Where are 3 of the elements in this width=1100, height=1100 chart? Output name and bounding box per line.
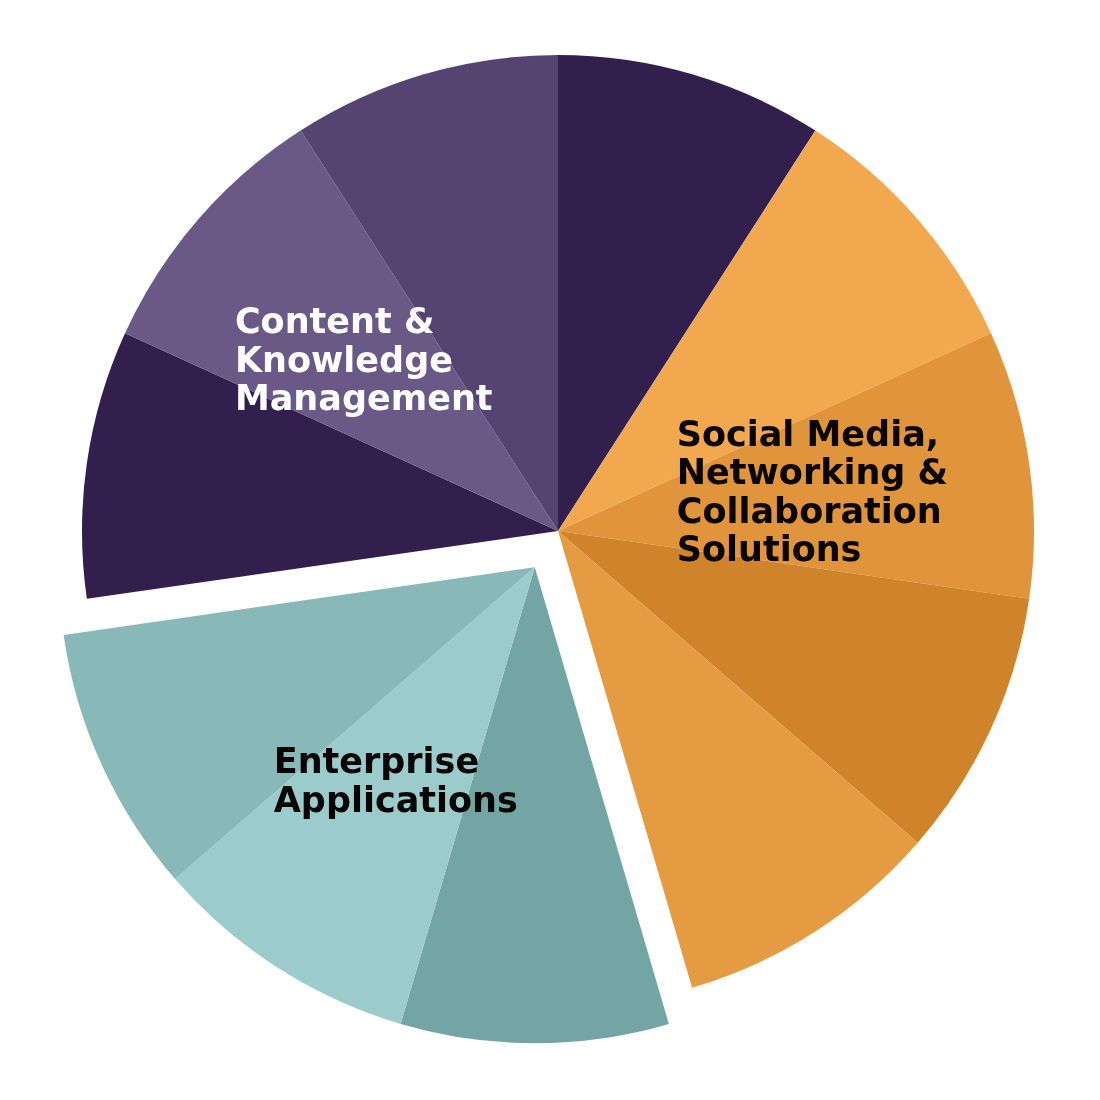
slice-label: Content & Knowledge Management: [234, 301, 493, 419]
slice-label: Enterprise Applications: [273, 741, 518, 820]
slice-label: Social Media, Networking & Collaboration Solutions: [676, 413, 949, 570]
